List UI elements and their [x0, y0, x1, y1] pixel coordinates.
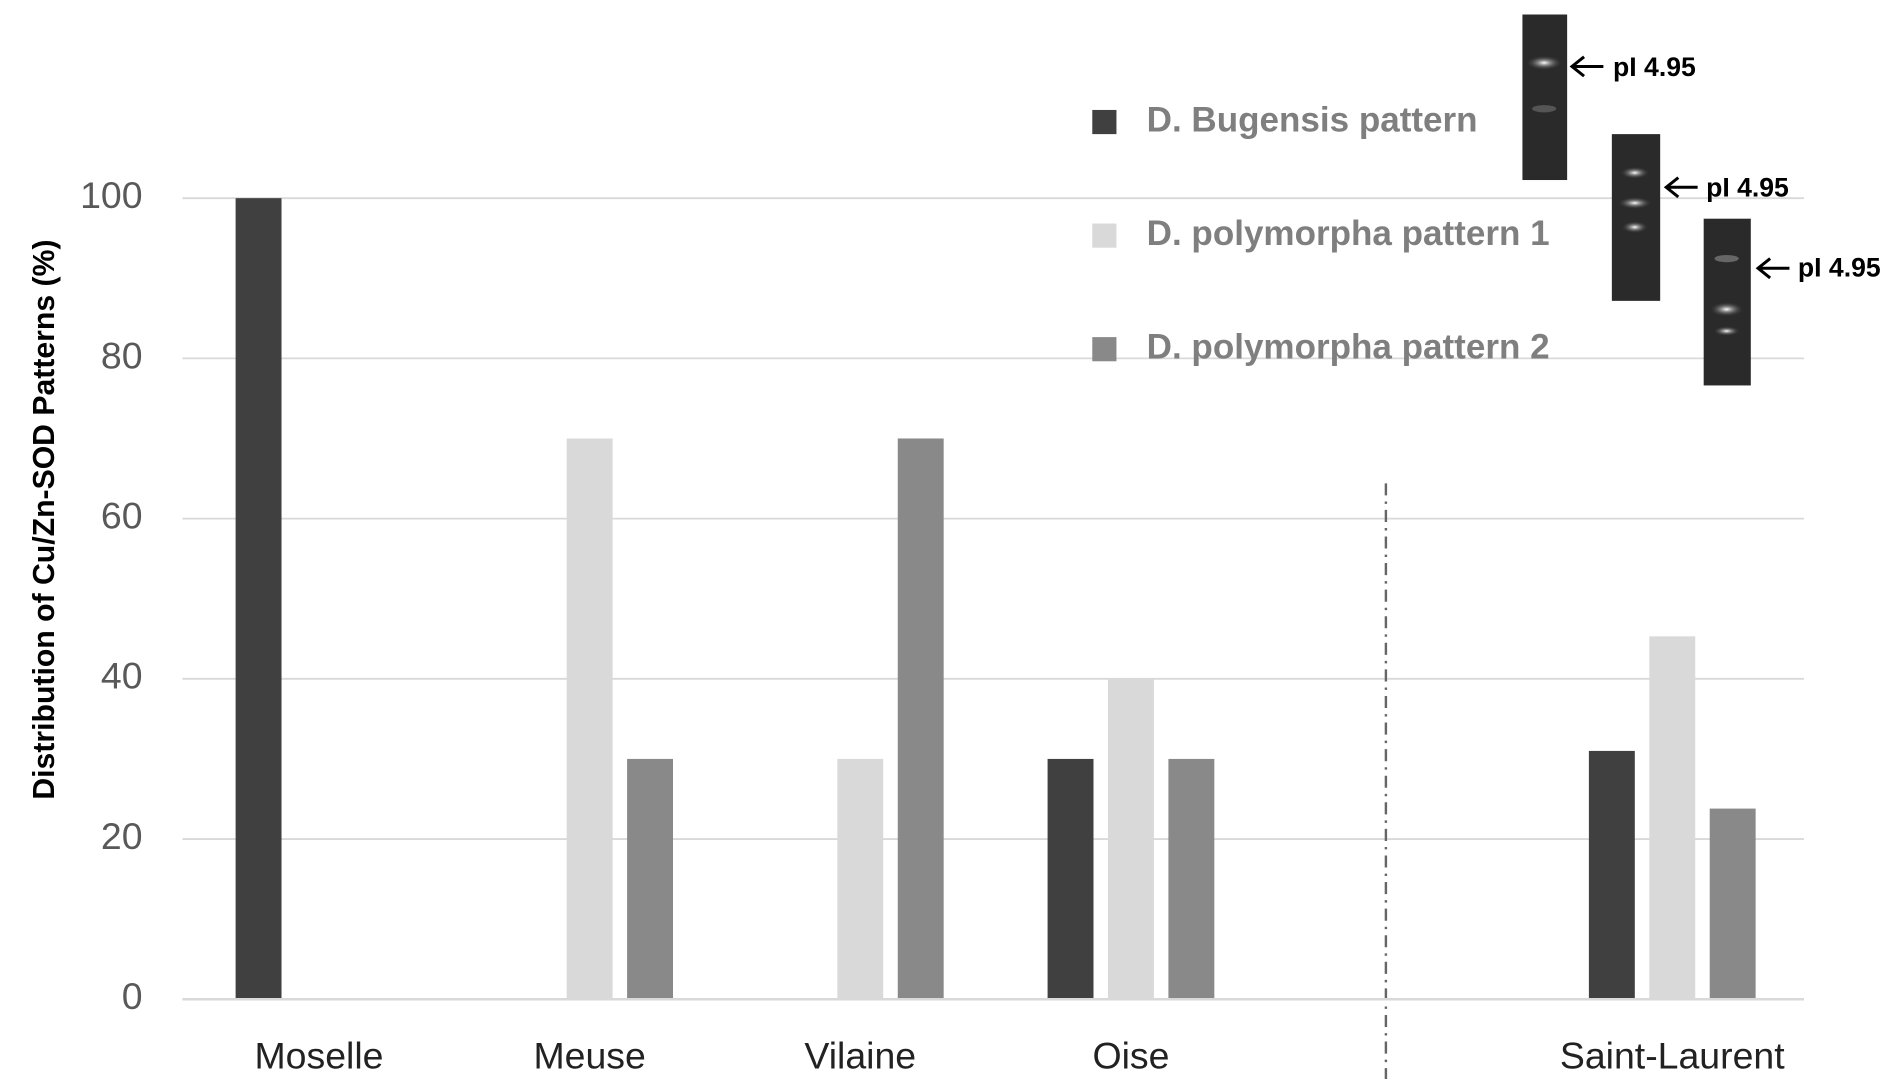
bar [1107, 678, 1154, 1000]
y-tick-label: 100 [80, 174, 142, 216]
bar [897, 438, 944, 1000]
bar [235, 198, 282, 1000]
y-tick-label: 0 [122, 975, 143, 1017]
x-tick-label: Vilaine [804, 1034, 916, 1076]
bar [566, 438, 613, 1000]
x-tick-label: Meuse [533, 1034, 645, 1076]
bar [1168, 758, 1215, 1000]
y-tick-label: 40 [101, 655, 143, 697]
legend-label: D. Bugensis pattern [1147, 100, 1478, 139]
bar [1649, 636, 1696, 1000]
annotation: pI 4.95 [1706, 173, 1789, 203]
y-axis-label: Distribution of Cu/Zn-SOD Patterns (%) [28, 240, 61, 800]
x-tick-label: Moselle [254, 1034, 383, 1076]
legend-label: D. polymorpha pattern 2 [1147, 327, 1550, 366]
bar [1709, 808, 1756, 1000]
annotation: pI 4.95 [1798, 252, 1881, 282]
legend-swatch [1092, 223, 1117, 248]
bar [627, 758, 674, 1000]
gel-images [1522, 14, 1790, 386]
legend-swatch [1092, 337, 1117, 362]
legend-swatch [1092, 109, 1117, 135]
annotation: pI 4.95 [1613, 52, 1696, 82]
bar [1047, 758, 1094, 1000]
bar [1588, 750, 1635, 1000]
y-tick-label: 80 [101, 334, 143, 376]
bar [837, 758, 884, 1000]
y-tick-label: 60 [101, 494, 143, 536]
legend-label: D. polymorpha pattern 1 [1147, 214, 1550, 253]
y-tick-label: 20 [101, 815, 143, 857]
x-tick-label: Oise [1092, 1034, 1169, 1076]
x-tick-label: Saint-Laurent [1560, 1034, 1785, 1076]
